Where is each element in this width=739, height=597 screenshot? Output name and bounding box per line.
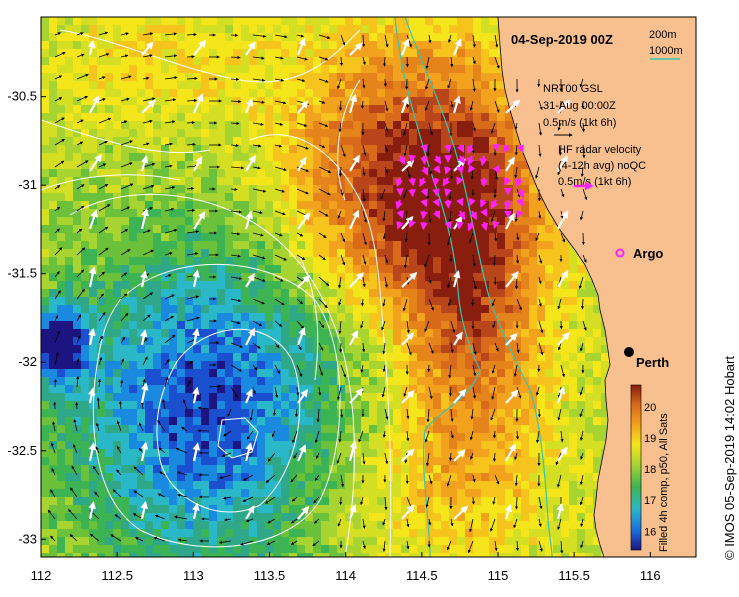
- x-tick-label: 112: [31, 568, 52, 583]
- colorbar-tick-label: 16: [644, 526, 656, 538]
- hf-arrow: [507, 200, 508, 209]
- y-tick-label: -32.5: [7, 443, 37, 458]
- hf-arrow: [412, 178, 413, 185]
- y-tick-label: -33: [18, 531, 37, 546]
- hf-arrow: [435, 178, 436, 185]
- hf-arrow: [436, 189, 437, 195]
- hf-arrow: [460, 167, 462, 173]
- x-tick-label: 113.5: [254, 568, 286, 583]
- x-tick-label: 114: [335, 568, 356, 583]
- x-tick-label: 116: [640, 568, 661, 583]
- perth-label: Perth: [636, 355, 669, 370]
- velocity-arrow: [473, 145, 474, 153]
- hf-arrow: [459, 222, 460, 228]
- depth-legend-200: 200m: [649, 29, 677, 41]
- credit-text: © IMOS 05-Sep-2019 14:02 Hobart: [722, 356, 737, 560]
- x-tick-label: 112.5: [101, 568, 133, 583]
- x-tick-label: 114.5: [406, 568, 438, 583]
- hf-arrow: [496, 145, 497, 150]
- colorbar-tick-label: 18: [644, 464, 656, 476]
- colorbar-ramp: [631, 385, 641, 550]
- hf-arrow: [424, 156, 425, 163]
- colorbar-tick-label: 19: [644, 433, 656, 445]
- y-tick-label: -31.5: [7, 266, 37, 281]
- hf-arrow: [448, 145, 449, 151]
- hf-arrow: [412, 189, 413, 196]
- y-tick-label: -30.5: [7, 89, 37, 104]
- y-tick-label: -32: [18, 354, 37, 369]
- x-tick-label: 115: [488, 568, 509, 583]
- velocity-arrow: [231, 79, 239, 80]
- velocity-arrow: [187, 57, 194, 58]
- y-tick-label: -31: [18, 177, 37, 192]
- nrt-legend-line2: 31-Aug 00:00Z: [543, 100, 616, 112]
- x-tick-label: 113: [183, 568, 204, 583]
- hf-legend-line1: HF radar velocity: [558, 144, 642, 156]
- hf-arrow: [495, 222, 497, 228]
- hf-legend-line3: 0.5m/s (1kt 6h): [558, 176, 631, 188]
- map-title: 04-Sep-2019 00Z: [511, 32, 613, 47]
- colorbar-tick-label: 20: [644, 402, 656, 414]
- hf-legend-line2: (4-12h avg) noQC: [558, 160, 646, 172]
- hf-arrow: [423, 222, 424, 229]
- hf-arrow: [447, 189, 449, 195]
- colorbar-caption: Filled 4h comp, p50, All Sats: [658, 413, 670, 552]
- argo-label: Argo: [633, 246, 663, 261]
- hf-arrow: [423, 211, 424, 218]
- nrt-legend-line3: 0.5m/s (1kt 6h): [543, 117, 616, 129]
- velocity-arrow: [341, 101, 342, 110]
- perth-dot: [624, 347, 634, 357]
- colorbar-tick-label: 17: [644, 495, 656, 507]
- depth-legend-1000: 1000m: [649, 45, 683, 57]
- nrt-legend-line1: NRT00 GSL: [543, 83, 603, 95]
- y-axis: -30.5 -31 -31.5 -32 -32.5 -33: [7, 89, 46, 547]
- velocity-arrow: [539, 409, 540, 417]
- x-tick-label: 115.5: [558, 568, 590, 583]
